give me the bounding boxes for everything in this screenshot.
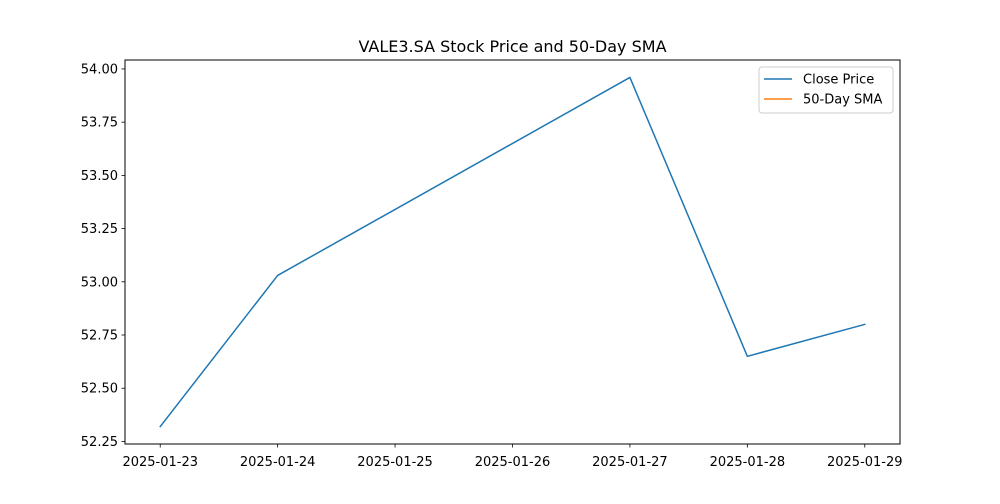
- legend-label: Close Price: [803, 73, 874, 88]
- x-tick-label: 2025-01-25: [357, 455, 433, 470]
- y-tick-label: 53.00: [81, 275, 118, 290]
- x-tick-label: 2025-01-23: [122, 455, 198, 470]
- chart-title: VALE3.SA Stock Price and 50-Day SMA: [358, 37, 666, 56]
- y-tick-label: 52.75: [81, 329, 118, 344]
- legend-label: 50-Day SMA: [803, 93, 883, 108]
- x-tick-label: 2025-01-26: [475, 455, 551, 470]
- x-axis: 2025-01-23 2025-01-24 2025-01-25 2025-01-26…: [122, 444, 903, 470]
- y-tick-label: 52.50: [81, 382, 118, 397]
- y-tick-label: 53.75: [81, 116, 118, 131]
- legend-box: [758, 66, 894, 114]
- y-tick-label: 53.25: [81, 222, 118, 237]
- y-axis: 52.25 52.50 52.75 53.00 53.25 53.50 53.75 54.00: [81, 62, 125, 450]
- x-tick-label: 2025-01-27: [592, 455, 668, 470]
- x-tick-label: 2025-01-28: [710, 455, 786, 470]
- series-line-0: [159, 76, 866, 428]
- x-tick-label: 2025-01-29: [827, 455, 903, 470]
- series-layer: [159, 76, 866, 428]
- y-tick-label: 53.50: [81, 169, 118, 184]
- y-tick-label: 54.00: [81, 62, 118, 77]
- legend: Close Price 50-Day SMA: [758, 66, 894, 114]
- x-tick-label: 2025-01-24: [240, 455, 316, 470]
- y-tick-label: 52.25: [81, 435, 118, 450]
